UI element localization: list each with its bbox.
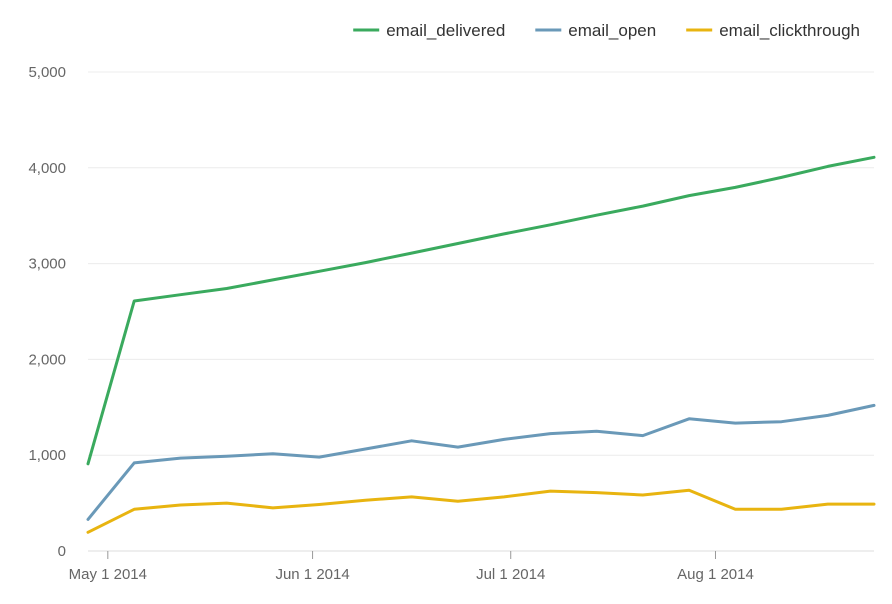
grid (88, 71, 874, 456)
y-tick-label: 1,000 (28, 447, 66, 464)
legend-label: email_delivered (386, 21, 505, 40)
y-tick-label: 4,000 (28, 160, 66, 177)
series-line-email-clickthrough (86, 488, 876, 534)
y-tick-label: 2,000 (28, 351, 66, 368)
y-tick-label: 3,000 (28, 256, 66, 273)
legend-label: email_clickthrough (719, 21, 860, 40)
series-line-email-open (86, 403, 876, 521)
x-tick-label: May 1 2014 (69, 566, 147, 583)
y-tick-label: 0 (58, 543, 66, 560)
y-axis-ticks: 0 1,000 2,000 3,000 4,000 5,000 (28, 64, 66, 560)
legend-label: email_open (568, 21, 656, 40)
legend-item-email-delivered[interactable]: email_delivered (353, 21, 505, 40)
series-line-email-delivered (86, 155, 876, 466)
legend: email_delivered email_open email_clickthro… (353, 21, 860, 40)
x-tick-label: Jun 1 2014 (275, 566, 349, 583)
legend-item-email-open[interactable]: email_open (535, 21, 656, 40)
x-tick-label: Jul 1 2014 (476, 566, 545, 583)
series-lines (86, 155, 876, 534)
y-tick-label: 5,000 (28, 64, 66, 81)
x-axis: May 1 2014 Jun 1 2014 Jul 1 2014 Aug 1 2014 (69, 550, 874, 583)
legend-item-email-clickthrough[interactable]: email_clickthrough (686, 21, 860, 40)
x-tick-label: Aug 1 2014 (677, 566, 754, 583)
